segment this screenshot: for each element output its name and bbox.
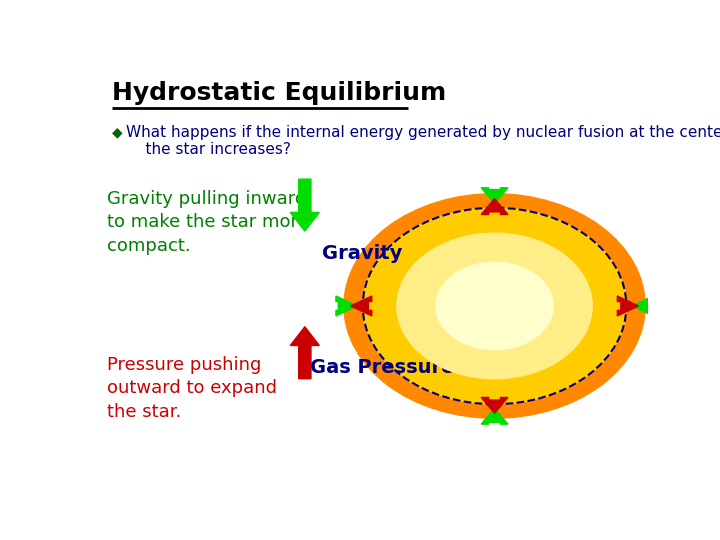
Text: Pressure pushing
outward to expand
the star.: Pressure pushing outward to expand the s…: [107, 356, 276, 421]
FancyArrow shape: [481, 408, 508, 424]
FancyArrow shape: [336, 296, 357, 316]
Circle shape: [344, 194, 645, 418]
Text: What happens if the internal energy generated by nuclear fusion at the center of: What happens if the internal energy gene…: [126, 125, 720, 158]
FancyArrow shape: [290, 327, 320, 379]
Circle shape: [436, 262, 553, 349]
FancyArrow shape: [481, 397, 508, 413]
FancyArrow shape: [481, 188, 508, 204]
Text: Hydrostatic Equilibrium: Hydrostatic Equilibrium: [112, 82, 446, 105]
FancyArrow shape: [617, 296, 639, 316]
FancyArrow shape: [351, 296, 372, 316]
Text: Gravity: Gravity: [322, 244, 402, 262]
Text: ◆: ◆: [112, 125, 123, 139]
Circle shape: [363, 208, 626, 404]
FancyArrow shape: [290, 179, 320, 231]
Circle shape: [397, 233, 593, 379]
FancyArrow shape: [481, 199, 508, 214]
FancyArrow shape: [632, 296, 653, 316]
Text: Gas Pressure: Gas Pressure: [310, 358, 455, 377]
Text: Gravity pulling inward
to make the star more
compact.: Gravity pulling inward to make the star …: [107, 190, 308, 255]
